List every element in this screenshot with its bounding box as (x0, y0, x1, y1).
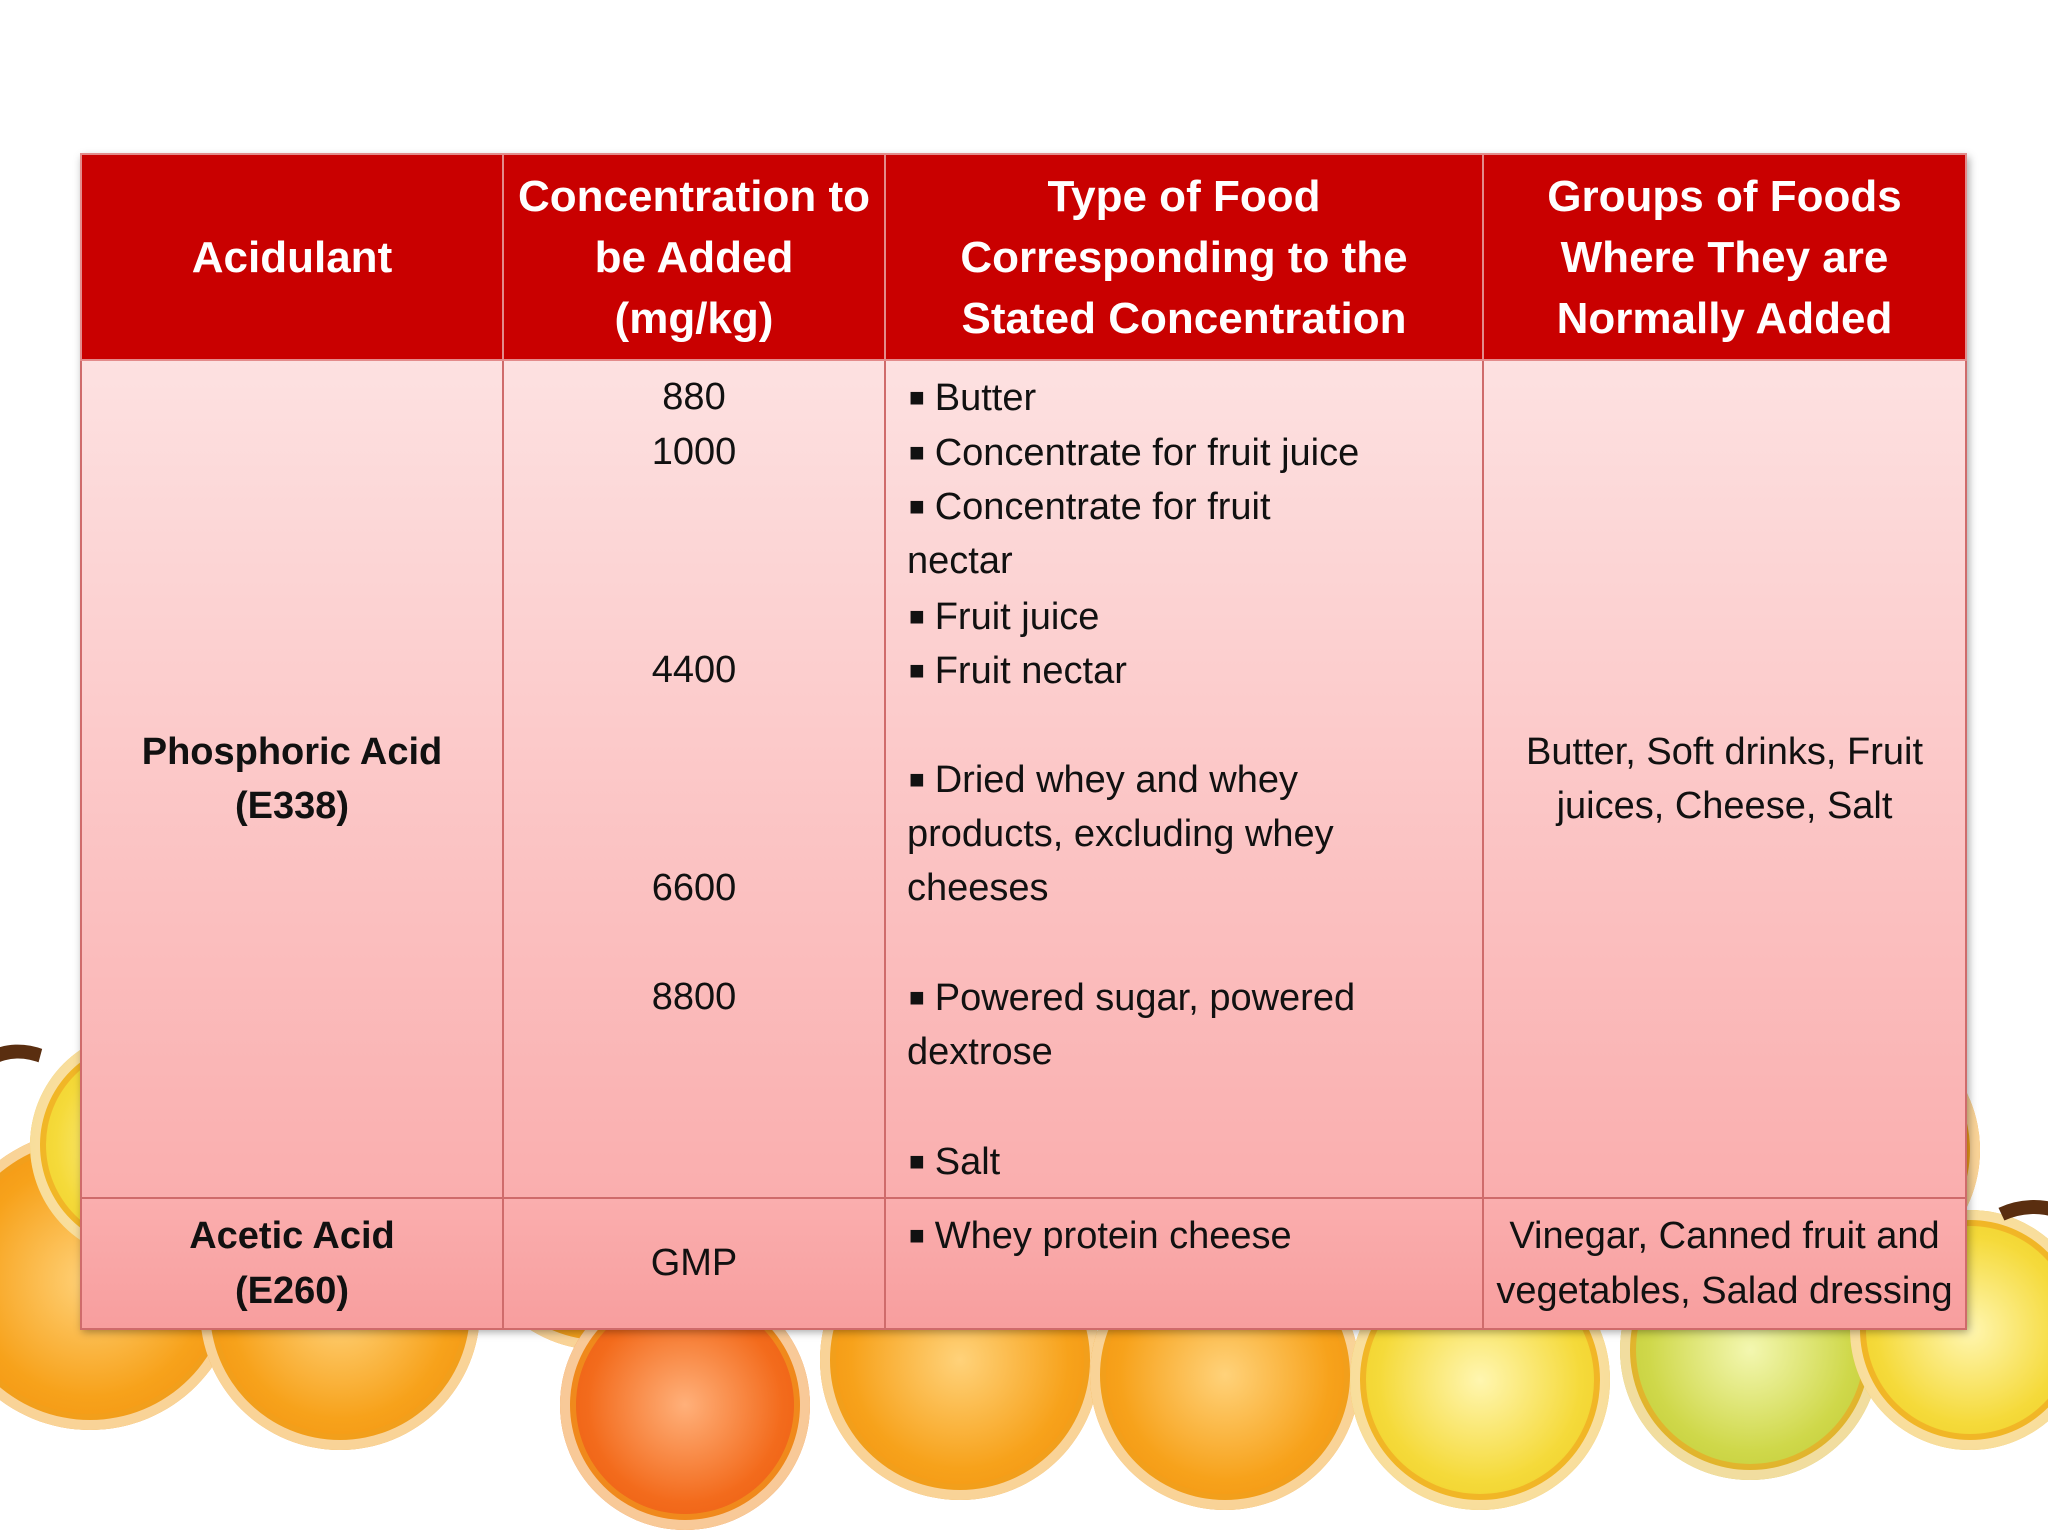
food-type-cell: ■ Butter ■ Concentrate for fruit juice ■ Co… (884, 359, 1484, 1199)
acidulant-cell: Acetic Acid (E260) (80, 1197, 504, 1330)
acidulant-code: (E338) (234, 785, 350, 827)
list-item: ■ Fruit juice (909, 596, 1100, 638)
list-item-continuation: dextrose (907, 1031, 1053, 1073)
list-item: ■ Salt (909, 1141, 1001, 1183)
concentration-cell: 880 1000 4400 6600 8800 (502, 359, 886, 1199)
list-item: ■ Whey protein cheese (909, 1215, 1292, 1257)
bullet-icon: ■ (909, 655, 925, 685)
acidulant-name: Phosphoric Acid (141, 730, 443, 773)
food-groups-line: juices, Cheese, Salt (1556, 785, 1893, 827)
acidulant-code: (E260) (234, 1269, 350, 1312)
concentration-cell: GMP (502, 1197, 886, 1330)
list-item: ■ Butter (909, 377, 1037, 419)
food-groups-cell: Butter, Soft drinks, Fruit juices, Chees… (1482, 359, 1967, 1199)
bullet-icon: ■ (909, 764, 925, 794)
food-type-cell: ■ Whey protein cheese (884, 1197, 1484, 1330)
list-item-continuation: cheeses (907, 867, 1049, 909)
list-item: ■ Concentrate for fruit juice (909, 432, 1360, 474)
food-groups-line: Vinegar, Canned fruit and (1509, 1215, 1940, 1257)
list-item-continuation: nectar (907, 540, 1013, 582)
food-groups-cell: Vinegar, Canned fruit and vegetables, Sa… (1482, 1197, 1967, 1330)
concentration-value: 880 (662, 376, 726, 418)
bullet-icon: ■ (909, 1146, 925, 1176)
list-item: ■ Concentrate for fruit (909, 486, 1271, 528)
header-type-of-food: Type of Food Corresponding to the Stated… (884, 153, 1484, 361)
table-header-row: Acidulant Concentration to be Added (mg/… (80, 153, 1967, 361)
bullet-icon: ■ (909, 1220, 925, 1250)
header-acidulant: Acidulant (80, 153, 504, 361)
header-food-groups: Groups of Foods Where They are Normally … (1482, 153, 1967, 361)
acidulant-name: Acetic Acid (189, 1215, 395, 1257)
list-item: ■ Dried whey and whey (909, 759, 1299, 801)
list-item: ■ Powered sugar, powered (909, 977, 1356, 1019)
concentration-value: GMP (650, 1242, 738, 1285)
bullet-icon: ■ (909, 982, 925, 1012)
list-item: ■ Fruit nectar (909, 650, 1127, 692)
header-concentration: Concentration to be Added (mg/kg) (502, 153, 886, 361)
list-item-continuation: products, excluding whey (907, 813, 1334, 855)
food-groups-line: vegetables, Salad dressing (1496, 1269, 1953, 1312)
food-groups-line: Butter, Soft drinks, Fruit (1525, 730, 1924, 773)
bullet-icon: ■ (909, 491, 925, 521)
concentration-value: 6600 (651, 867, 737, 909)
bullet-icon: ■ (909, 437, 925, 467)
acidulant-cell: Phosphoric Acid (E338) (80, 359, 504, 1199)
acidulant-table: Acidulant Concentration to be Added (mg/… (80, 153, 1967, 1330)
bullet-icon: ■ (909, 382, 925, 412)
concentration-value: 8800 (651, 976, 737, 1018)
bullet-icon: ■ (909, 601, 925, 631)
table-row: Phosphoric Acid (E338) 880 1000 4400 660… (80, 359, 1967, 1199)
table-row: Acetic Acid (E260) GMP ■ Whey protein che… (80, 1197, 1967, 1330)
concentration-value: 1000 (651, 431, 737, 473)
concentration-value: 4400 (651, 649, 737, 691)
